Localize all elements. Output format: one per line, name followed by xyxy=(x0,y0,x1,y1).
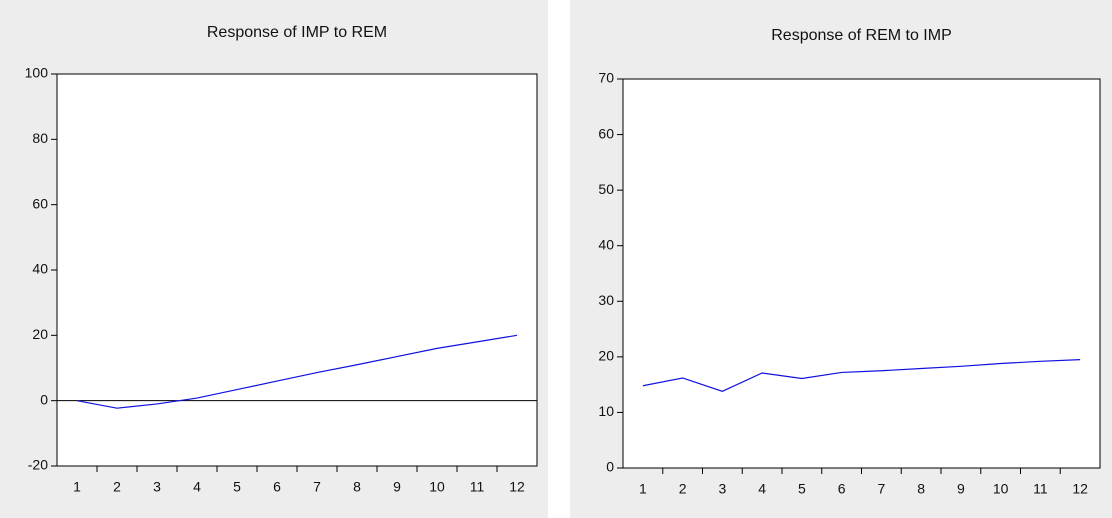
x-tick-label: 8 xyxy=(917,481,925,497)
y-tick-label: 50 xyxy=(598,181,614,197)
x-tick-label: 6 xyxy=(838,481,846,497)
y-tick-label: 60 xyxy=(32,195,48,211)
plot-area xyxy=(622,78,1101,469)
x-tick-label: 10 xyxy=(429,479,445,495)
x-tick-label: 7 xyxy=(877,481,885,497)
y-tick-label: 100 xyxy=(25,65,49,81)
x-tick-label: 9 xyxy=(393,479,401,495)
x-tick-label: 7 xyxy=(313,479,321,495)
x-tick-label: 11 xyxy=(1033,481,1048,497)
x-tick-label: 11 xyxy=(470,479,485,495)
y-tick-label: -20 xyxy=(28,457,48,473)
x-tick-label: 3 xyxy=(153,479,161,495)
x-tick-label: 5 xyxy=(798,481,806,497)
y-tick-label: 70 xyxy=(598,70,614,86)
x-tick-label: 1 xyxy=(73,479,81,495)
y-tick-label: 20 xyxy=(32,326,48,342)
line-series xyxy=(76,334,518,409)
x-tick-label: 5 xyxy=(233,479,241,495)
y-tick-label: 80 xyxy=(32,130,48,146)
chart-title: Response of IMP to REM xyxy=(207,24,387,41)
x-tick-label: 8 xyxy=(353,479,361,495)
y-tick-label: 0 xyxy=(40,391,48,407)
y-tick-label: 40 xyxy=(598,236,614,252)
x-tick-label: 12 xyxy=(509,479,525,495)
y-tick-label: 20 xyxy=(598,348,614,364)
x-tick-label: 4 xyxy=(193,479,201,495)
line-series xyxy=(642,359,1081,392)
x-tick-label: 10 xyxy=(993,481,1009,497)
x-tick-label: 12 xyxy=(1072,481,1088,497)
x-tick-label: 3 xyxy=(718,481,726,497)
y-tick-label: 10 xyxy=(598,403,614,419)
x-tick-label: 9 xyxy=(957,481,965,497)
y-tick-label: 0 xyxy=(606,459,614,475)
y-tick-label: 40 xyxy=(32,261,48,277)
x-tick-label: 2 xyxy=(113,479,121,495)
x-tick-label: 4 xyxy=(758,481,766,497)
x-tick-label: 2 xyxy=(679,481,687,497)
y-tick-label: 60 xyxy=(598,125,614,141)
y-tick-label: 30 xyxy=(598,292,614,308)
x-tick-label: 6 xyxy=(273,479,281,495)
chart-title: Response of REM to IMP xyxy=(771,27,952,44)
x-tick-label: 1 xyxy=(639,481,647,497)
